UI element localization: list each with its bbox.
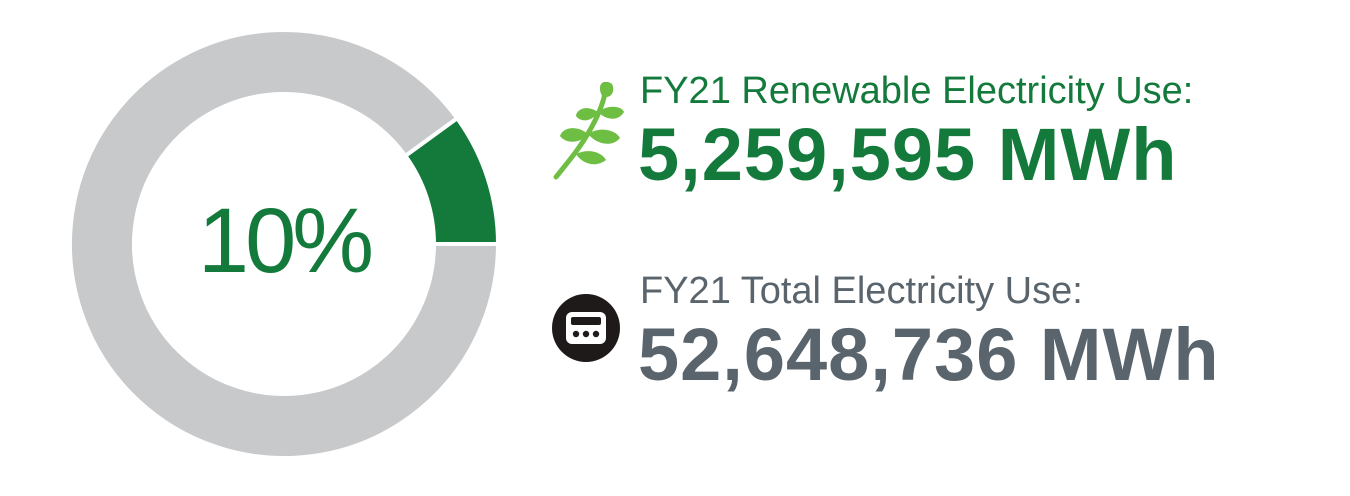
donut-chart: 10% (68, 28, 501, 460)
total-stat-label: FY21 Total Electricity Use: (640, 270, 1083, 312)
donut-slice-other (68, 28, 501, 460)
leaf-icon (553, 82, 624, 180)
renewable-stat-value: 5,259,595 MWh (638, 113, 1178, 196)
renewable-stat-label: FY21 Renewable Electricity Use: (640, 70, 1194, 112)
donut-center-label: 10% (197, 189, 374, 292)
meter-icon (552, 294, 620, 362)
donut-chart-svg (68, 28, 501, 460)
total-stat-value: 52,648,736 MWh (638, 313, 1220, 396)
